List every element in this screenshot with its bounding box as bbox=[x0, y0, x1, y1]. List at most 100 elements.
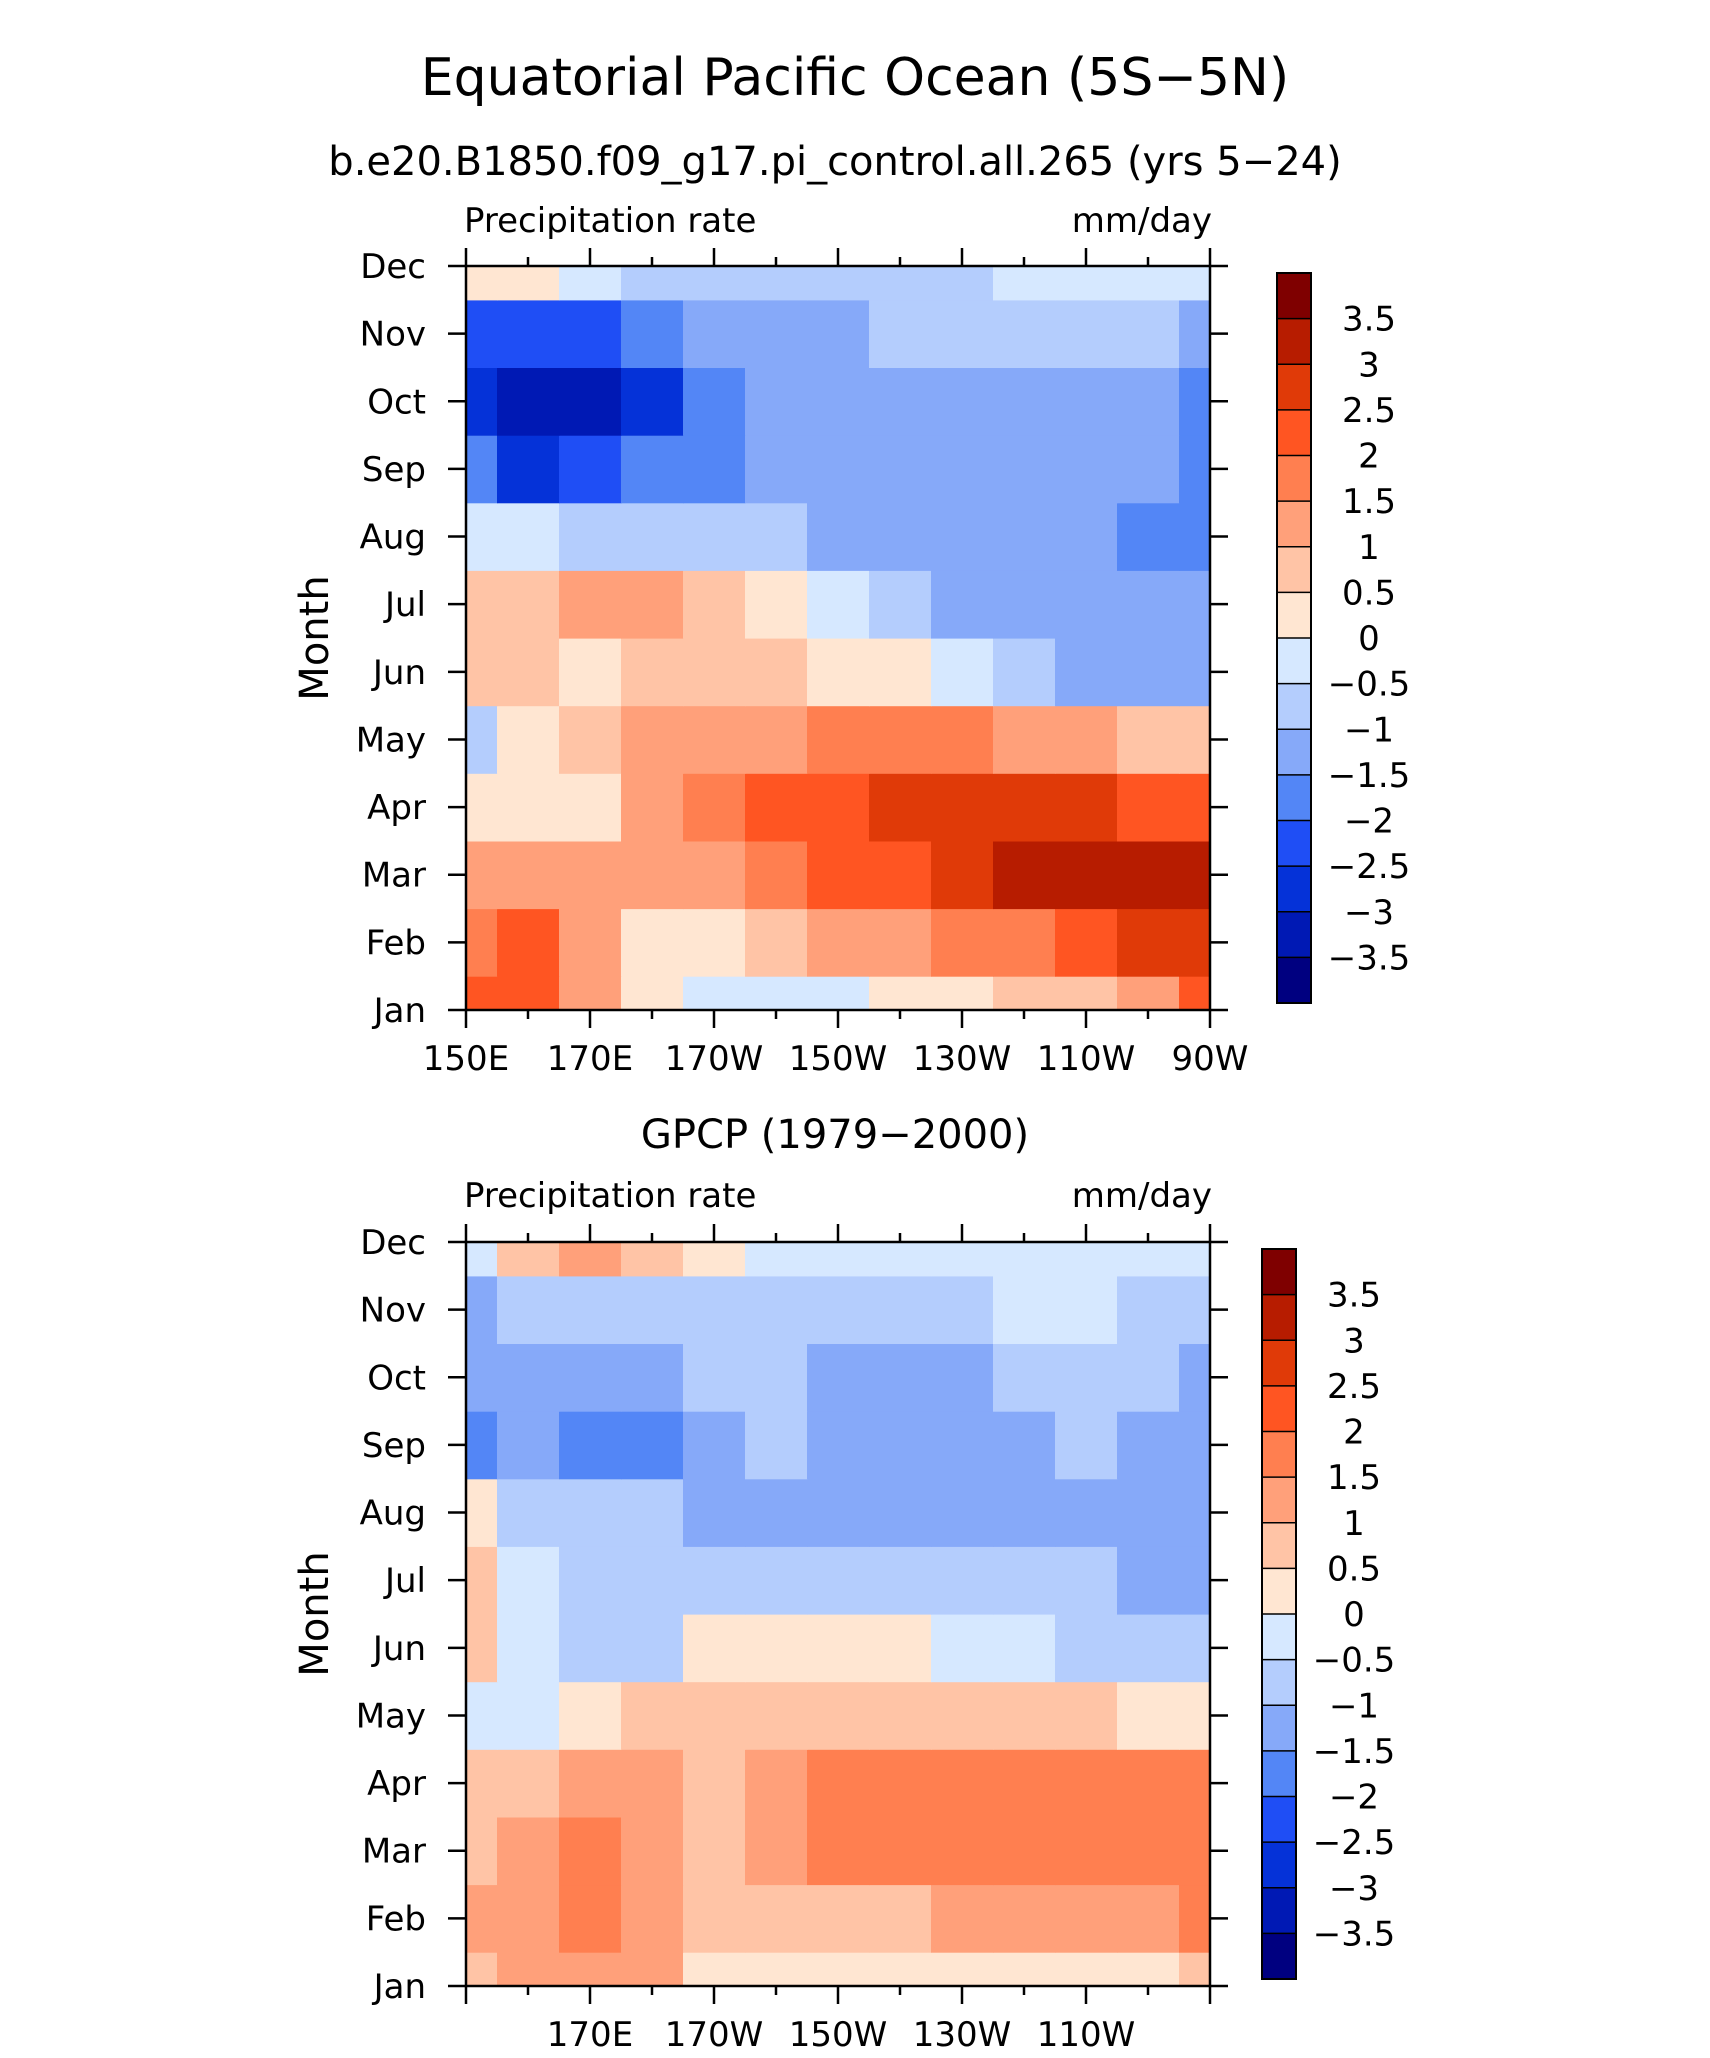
heatmap-cell bbox=[559, 840, 622, 910]
heatmap-cell bbox=[1179, 1242, 1211, 1277]
heatmap-cell bbox=[993, 1614, 1056, 1683]
colorbar-label: 2 bbox=[1358, 437, 1380, 477]
heatmap-cell bbox=[683, 1411, 746, 1480]
heatmap-cell bbox=[559, 367, 622, 436]
heatmap-cell bbox=[559, 773, 622, 842]
y-axis-title: Month bbox=[292, 575, 338, 700]
colorbar-label: 3.5 bbox=[1342, 300, 1396, 340]
heatmap-cell bbox=[621, 570, 684, 639]
colorbar-box bbox=[1262, 1887, 1296, 1934]
heatmap-cell bbox=[1055, 1884, 1118, 1953]
colorbar-box bbox=[1262, 1385, 1296, 1432]
heatmap-cell bbox=[1055, 1681, 1118, 1750]
heatmap-cell bbox=[993, 1952, 1056, 1987]
heatmap-cell bbox=[1055, 367, 1118, 436]
colorbar-box bbox=[1262, 1340, 1296, 1387]
y-tick-label: Nov bbox=[360, 315, 426, 355]
heatmap-cell bbox=[559, 1681, 622, 1750]
heatmap-cell bbox=[869, 773, 932, 842]
x-tick-label: 130W bbox=[913, 1039, 1012, 1079]
heatmap-cell bbox=[1055, 773, 1118, 842]
heatmap-cell bbox=[683, 1614, 746, 1683]
heatmap-cell bbox=[621, 1614, 684, 1683]
heatmap-cell bbox=[683, 435, 746, 504]
heatmap-cell bbox=[1117, 435, 1180, 504]
y-tick-label: May bbox=[356, 1696, 426, 1736]
heatmap-cell bbox=[745, 1478, 808, 1547]
heatmap-cell bbox=[466, 705, 498, 774]
heatmap-cell bbox=[683, 502, 746, 571]
heatmap-cell bbox=[683, 1343, 746, 1412]
heatmap-cell bbox=[559, 638, 622, 707]
heatmap-cell bbox=[1117, 1681, 1180, 1750]
heatmap-cell bbox=[931, 976, 994, 1011]
heatmap-cells bbox=[466, 1242, 1211, 1987]
heatmap-cell bbox=[869, 266, 932, 301]
heatmap-cell bbox=[1179, 1411, 1211, 1480]
heatmap-cell bbox=[993, 976, 1056, 1011]
heatmap-cell bbox=[807, 367, 870, 436]
x-tick-label: 170W bbox=[665, 2015, 764, 2055]
colorbar-label: −0.5 bbox=[1313, 1641, 1396, 1681]
heatmap-cell bbox=[497, 1343, 560, 1412]
heatmap-cell bbox=[1179, 1884, 1211, 1953]
heatmap-cell bbox=[1179, 367, 1211, 436]
heatmap-cell bbox=[683, 1275, 746, 1344]
heatmap-cell bbox=[497, 1614, 560, 1683]
colorbar-label: −3.5 bbox=[1328, 938, 1411, 978]
heatmap-cell bbox=[1117, 502, 1180, 571]
colorbar-label: −2 bbox=[1329, 1778, 1379, 1818]
heatmap-cell bbox=[1055, 1952, 1118, 1987]
colorbar-box bbox=[1277, 820, 1311, 867]
heatmap-cell bbox=[745, 1952, 808, 1987]
heatmap-cell bbox=[1117, 840, 1180, 910]
heatmap-cell bbox=[559, 435, 622, 504]
heatmap-cell bbox=[745, 1749, 808, 1818]
colorbar-box bbox=[1277, 364, 1311, 411]
heatmap-cell bbox=[931, 1952, 994, 1987]
colorbar-box bbox=[1277, 318, 1311, 365]
heatmap-cell bbox=[466, 638, 498, 707]
heatmap-cell bbox=[621, 502, 684, 571]
heatmap-cell bbox=[466, 1343, 498, 1412]
heatmap-cell bbox=[1179, 1952, 1211, 1987]
heatmap-cell bbox=[559, 1242, 622, 1277]
heatmap-cell bbox=[497, 1411, 560, 1480]
heatmap-cell bbox=[931, 1816, 994, 1886]
colorbar-label: −0.5 bbox=[1328, 665, 1411, 705]
heatmap-cell bbox=[1117, 976, 1180, 1011]
colorbar-label: 3 bbox=[1358, 345, 1380, 385]
heatmap-cell bbox=[993, 1749, 1056, 1818]
colorbar-box bbox=[1262, 1796, 1296, 1843]
colorbar-frame bbox=[1261, 1248, 1297, 1980]
heatmap-cell bbox=[869, 638, 932, 707]
heatmap-cell bbox=[869, 1343, 932, 1412]
heatmap-cell bbox=[621, 1478, 684, 1547]
y-tick-label: Oct bbox=[367, 382, 426, 422]
heatmap-cell bbox=[466, 1478, 498, 1547]
colorbar-label: 0 bbox=[1343, 1595, 1365, 1635]
heatmap-cell bbox=[466, 1614, 498, 1683]
heatmap-cell bbox=[1179, 1614, 1211, 1683]
heatmap-cell bbox=[1179, 502, 1211, 571]
colorbar-label: 1 bbox=[1358, 528, 1380, 568]
heatmap-cell bbox=[931, 1242, 994, 1277]
heatmap-cell bbox=[497, 1884, 560, 1953]
heatmap-cell bbox=[931, 840, 994, 910]
panel-gpcp: Jan Feb Mar Apr May Jun Jul Aug Sep Oct Nov Dec 170E… bbox=[292, 1176, 1228, 2055]
heatmap-cell bbox=[931, 299, 994, 368]
heatmap-cell bbox=[497, 299, 560, 368]
heatmap-cell bbox=[683, 1242, 746, 1277]
colorbar-box bbox=[1277, 638, 1311, 685]
heatmap-cell bbox=[807, 1242, 870, 1277]
heatmap-cell bbox=[807, 1411, 870, 1480]
heatmap-cell bbox=[1055, 1614, 1118, 1683]
heatmap-cell bbox=[869, 570, 932, 639]
heatmap-cell bbox=[931, 1275, 994, 1344]
heatmap-cell bbox=[993, 1411, 1056, 1480]
heatmap-cell bbox=[993, 773, 1056, 842]
heatmap-cell bbox=[466, 570, 498, 639]
colorbar-box bbox=[1277, 273, 1311, 320]
heatmap-cell bbox=[931, 1681, 994, 1750]
